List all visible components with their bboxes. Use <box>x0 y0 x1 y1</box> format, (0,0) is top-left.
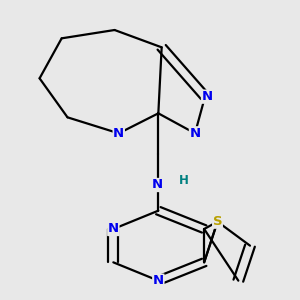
Text: N: N <box>189 127 201 140</box>
Text: N: N <box>202 90 213 103</box>
Text: S: S <box>213 215 222 228</box>
Text: N: N <box>108 223 119 236</box>
Text: H: H <box>179 175 189 188</box>
Text: N: N <box>152 178 163 191</box>
Text: N: N <box>113 127 124 140</box>
Text: N: N <box>153 274 164 287</box>
